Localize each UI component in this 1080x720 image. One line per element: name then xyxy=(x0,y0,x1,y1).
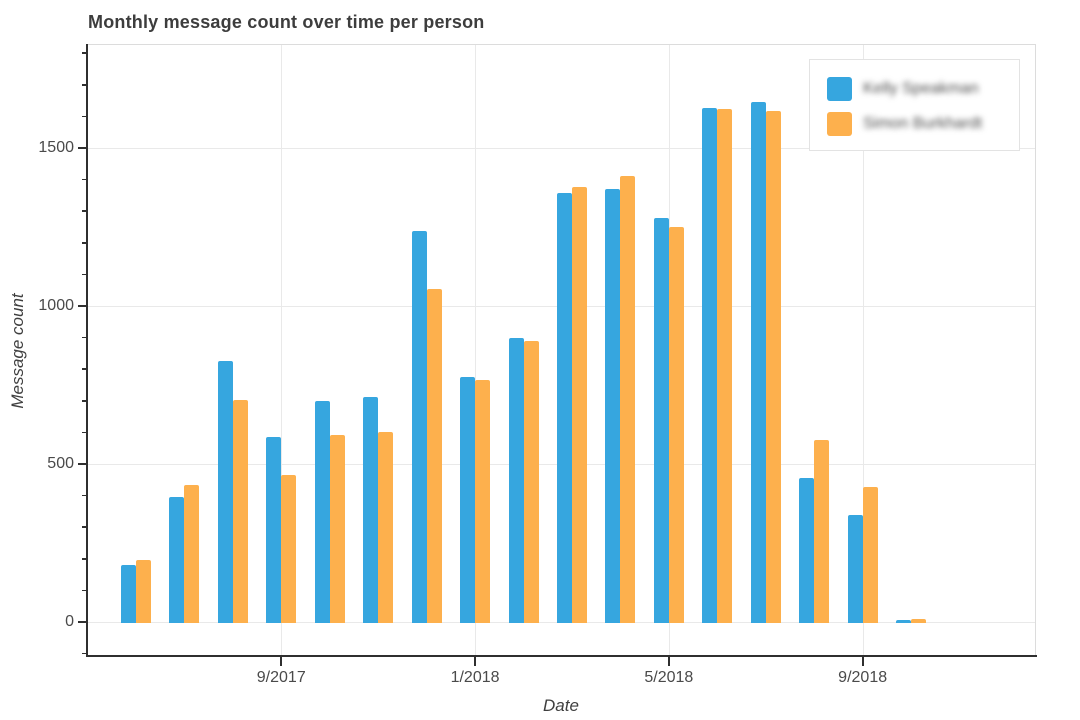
legend-swatch xyxy=(827,77,852,101)
bar-9/2017-series0 xyxy=(266,437,282,623)
bar-9/2018-series0 xyxy=(847,514,863,623)
y-axis-tick xyxy=(78,305,87,307)
x-tick-label: 5/2018 xyxy=(644,669,694,686)
bar-1/2018-series0 xyxy=(460,377,476,623)
y-axis-minor-tick xyxy=(82,494,87,497)
bar-5/2018-series1 xyxy=(668,227,684,623)
y-axis-minor-tick xyxy=(82,589,87,592)
bar-6/2018-series1 xyxy=(717,108,733,623)
y-axis-minor-tick xyxy=(82,652,87,655)
x-tick-label: 9/2017 xyxy=(256,669,306,686)
x-axis-tick xyxy=(861,657,864,666)
gridline-vertical xyxy=(281,44,283,656)
y-tick-label: 1000 xyxy=(38,297,74,314)
x-tick-label: 1/2018 xyxy=(450,669,500,686)
bar-8/2018-series1 xyxy=(814,439,830,623)
bar-1/2018-series1 xyxy=(475,379,491,623)
bar-7/2018-series1 xyxy=(765,110,781,623)
bar-8/2018-series0 xyxy=(799,478,815,623)
bar-12/2017-series1 xyxy=(426,289,442,623)
y-axis-minor-tick xyxy=(82,526,87,528)
bar-3/2018-series1 xyxy=(571,187,587,623)
bar-9/2018-series1 xyxy=(862,486,878,623)
y-axis-minor-tick xyxy=(82,273,87,276)
y-axis-spine xyxy=(85,44,88,657)
bar-5/2018-series0 xyxy=(653,218,669,623)
y-tick-label: 1500 xyxy=(38,139,74,156)
bar-7/2018-series0 xyxy=(750,102,766,623)
bar-8/2017-series1 xyxy=(232,399,248,623)
y-tick-label: 500 xyxy=(47,455,74,472)
x-axis-tick xyxy=(667,657,670,666)
bar-2/2018-series0 xyxy=(508,337,524,623)
y-axis-minor-tick xyxy=(82,52,87,54)
y-axis-minor-tick xyxy=(82,400,87,402)
y-axis-minor-tick xyxy=(82,368,87,370)
x-axis-label: Date xyxy=(543,696,579,715)
y-axis-minor-tick xyxy=(82,210,87,212)
x-axis-tick xyxy=(474,657,477,666)
x-axis-spine xyxy=(86,655,1037,657)
bar-2/2018-series1 xyxy=(523,341,539,623)
y-axis-minor-tick xyxy=(82,336,87,339)
bar-10/2018-series1 xyxy=(911,619,927,623)
bar-11/2017-series0 xyxy=(363,397,379,623)
gridline-horizontal xyxy=(87,148,1036,149)
legend-label: Kelly Speakman xyxy=(863,80,979,97)
gridline-vertical xyxy=(862,44,864,656)
y-tick-label: 0 xyxy=(65,613,74,630)
bar-6/2017-series0 xyxy=(120,565,136,623)
bar-7/2017-series1 xyxy=(184,484,200,623)
bar-10/2018-series0 xyxy=(896,620,912,623)
bar-10/2017-series1 xyxy=(329,434,345,623)
y-axis-minor-tick xyxy=(82,431,87,434)
chart-title: Monthly message count over time per pers… xyxy=(88,12,485,32)
bar-4/2018-series1 xyxy=(620,176,636,623)
y-axis-tick xyxy=(78,621,87,623)
y-axis-minor-tick xyxy=(82,558,87,560)
bar-11/2017-series1 xyxy=(378,432,394,623)
y-axis-minor-tick xyxy=(82,242,87,244)
y-axis-tick xyxy=(78,147,87,149)
y-axis-minor-tick xyxy=(82,84,87,86)
bar-6/2017-series1 xyxy=(135,560,151,623)
bar-9/2017-series1 xyxy=(281,474,297,623)
x-tick-label: 9/2018 xyxy=(838,669,888,686)
y-axis-minor-tick xyxy=(82,115,87,118)
legend-label: Simon Burkhardt xyxy=(863,115,983,132)
bar-8/2017-series0 xyxy=(217,360,233,623)
bar-6/2018-series0 xyxy=(702,107,718,623)
bar-4/2018-series0 xyxy=(605,189,621,623)
y-axis-minor-tick xyxy=(82,178,87,181)
legend: Kelly Speakman Simon Burkhardt xyxy=(809,59,1020,151)
legend-swatch xyxy=(827,112,852,136)
y-axis-tick xyxy=(78,463,87,465)
x-axis-tick xyxy=(280,657,283,666)
bar-10/2017-series0 xyxy=(314,401,330,623)
bar-12/2017-series0 xyxy=(411,231,427,623)
bar-7/2017-series0 xyxy=(169,496,185,623)
gridline-vertical xyxy=(475,44,477,656)
bar-3/2018-series0 xyxy=(556,193,572,623)
legend-item-0: Kelly Speakman xyxy=(827,77,979,101)
y-axis-label: Message count xyxy=(8,293,27,409)
legend-item-1: Simon Burkhardt xyxy=(827,112,982,136)
